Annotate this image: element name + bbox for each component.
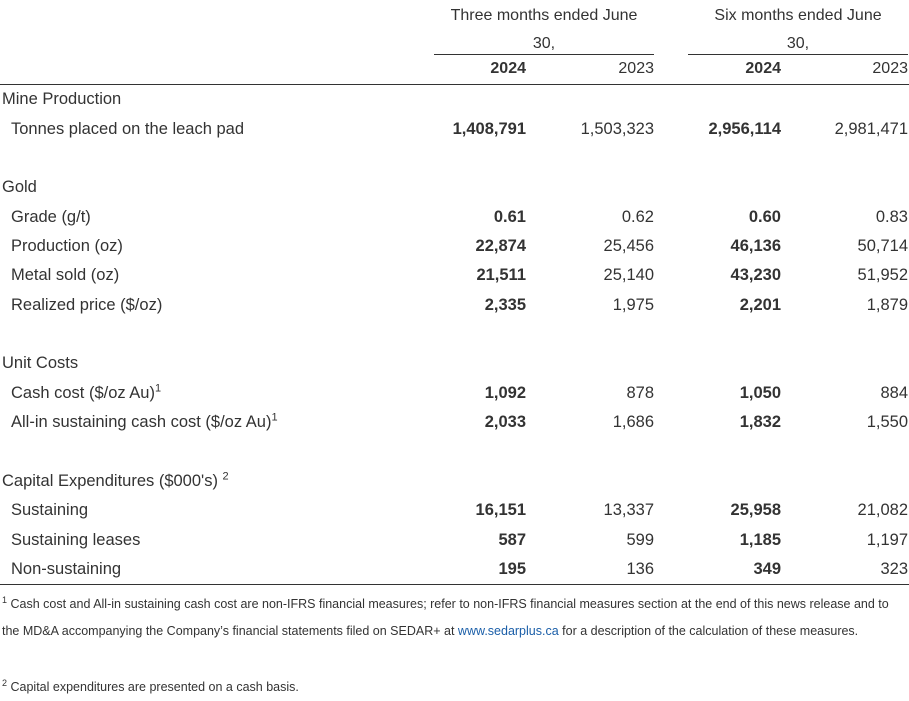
cell-value: 1,197 [866,531,908,549]
cell-value: 43,230 [730,266,781,284]
table-row: Realized price ($/oz) 2,335 1,975 2,201 … [0,296,909,325]
section-title-mine: Mine Production [0,90,909,119]
cell-value: 1,503,323 [580,120,654,138]
six-months-header-line2: 30, [786,35,810,52]
table-row: Cash cost ($/oz Au)1 1,092 878 1,050 884 [0,382,909,413]
three-months-underline [434,54,654,55]
cell-value: 0.62 [621,208,654,226]
year-col2: 2023 [618,60,654,77]
cell-value: 46,136 [730,237,781,255]
cell-value: 22,874 [475,237,526,255]
footnote-mark: 2 [2,677,8,688]
table-bottom-rule [0,584,909,585]
table-row: Grade (g/t) 0.61 0.62 0.60 0.83 [0,208,909,237]
cell-value: 136 [626,560,654,578]
cell-value: 1,408,791 [452,120,526,138]
row-label: Non-sustaining [11,560,122,578]
row-label: Realized price ($/oz) [11,296,163,314]
table-row: Production (oz) 22,874 25,456 46,136 50,… [0,237,909,266]
header-bottom-rule [0,84,909,85]
section-title-capex: Capital Expenditures ($000's) 2 [0,470,909,501]
cell-value: 0.60 [748,208,781,226]
footnote-1: 1 Cash cost and All-in sustaining cash c… [2,591,907,645]
table-row: Tonnes placed on the leach pad 1,408,791… [0,120,909,149]
cell-value: 50,714 [857,237,908,255]
footnote-mark: 1 [2,594,8,605]
row-label: Sustaining [11,501,89,519]
cell-value: 25,140 [603,266,654,284]
cell-value: 1,832 [739,413,781,431]
footnote-1-text-b: for a description of the calculation of … [562,624,859,638]
table-row: Metal sold (oz) 21,511 25,140 43,230 51,… [0,266,909,295]
cell-value: 1,092 [484,384,526,402]
footnote-2: 2 Capital expenditures are presented on … [2,674,907,701]
section-gold-label: Gold [2,178,37,196]
table-row: Non-sustaining 195 136 349 323 [0,560,909,589]
cell-value: 21,082 [857,501,908,519]
row-label: Sustaining leases [11,531,141,549]
row-label: Tonnes placed on the leach pad [11,120,245,138]
cell-value: 884 [880,384,908,402]
section-title-unit-costs: Unit Costs [0,354,909,383]
cell-value: 13,337 [603,501,654,519]
sedarplus-link[interactable]: www.sedarplus.ca [457,624,559,638]
year-col1: 2024 [490,60,526,77]
row-label: Cash cost ($/oz Au) [11,384,155,402]
cell-value: 1,050 [739,384,781,402]
cell-value: 2,201 [739,296,781,314]
section-mine-label: Mine Production [2,90,122,108]
footnote-ref: 1 [154,382,162,395]
three-months-header: Three months ended June 30, [434,2,654,58]
section-capex-label: Capital Expenditures ($000's) [2,472,218,490]
six-months-underline [688,54,908,55]
cell-value: 2,335 [484,296,526,314]
cell-value: 599 [626,531,654,549]
footnote-ref: 2 [222,470,229,483]
cell-value: 0.61 [493,208,526,226]
footnote-1-text-a: Cash cost and All-in sustaining cash cos… [2,597,889,638]
cell-value: 0.83 [875,208,908,226]
cell-value: 25,456 [603,237,654,255]
six-months-header: Six months ended June 30, [688,2,908,58]
cell-value: 1,879 [866,296,908,314]
six-months-header-line1: Six months ended June [714,7,882,24]
cell-value: 2,956,114 [708,120,782,138]
row-label: Production (oz) [11,237,123,255]
table-row: All-in sustaining cash cost ($/oz Au)1 2… [0,411,909,442]
row-label: Grade (g/t) [11,208,91,226]
cell-value: 1,550 [866,413,908,431]
three-months-header-line2: 30, [532,35,556,52]
year-col4: 2023 [872,60,908,77]
footnote-ref: 1 [271,411,278,424]
row-label: Metal sold (oz) [11,266,120,284]
cell-value: 25,958 [730,501,781,519]
cell-value: 323 [880,560,908,578]
cell-value: 587 [498,531,526,549]
table-row: Sustaining leases 587 599 1,185 1,197 [0,531,909,560]
three-months-header-line1: Three months ended June [450,7,638,24]
cell-value: 2,033 [484,413,526,431]
cell-value: 1,185 [739,531,781,549]
section-title-gold: Gold [0,178,909,207]
year-col3: 2024 [745,60,781,77]
table-row: Sustaining 16,151 13,337 25,958 21,082 [0,501,909,530]
cell-value: 349 [753,560,781,578]
section-unit-label: Unit Costs [2,354,79,372]
cell-value: 1,975 [612,296,654,314]
cell-value: 21,511 [476,266,526,284]
cell-value: 2,981,471 [834,120,908,138]
cell-value: 51,952 [857,266,908,284]
footnote-2-text: Capital expenditures are presented on a … [10,680,299,694]
row-label: All-in sustaining cash cost ($/oz Au) [11,413,272,431]
cell-value: 195 [498,560,526,578]
cell-value: 878 [626,384,654,402]
cell-value: 1,686 [612,413,654,431]
cell-value: 16,151 [475,501,526,519]
